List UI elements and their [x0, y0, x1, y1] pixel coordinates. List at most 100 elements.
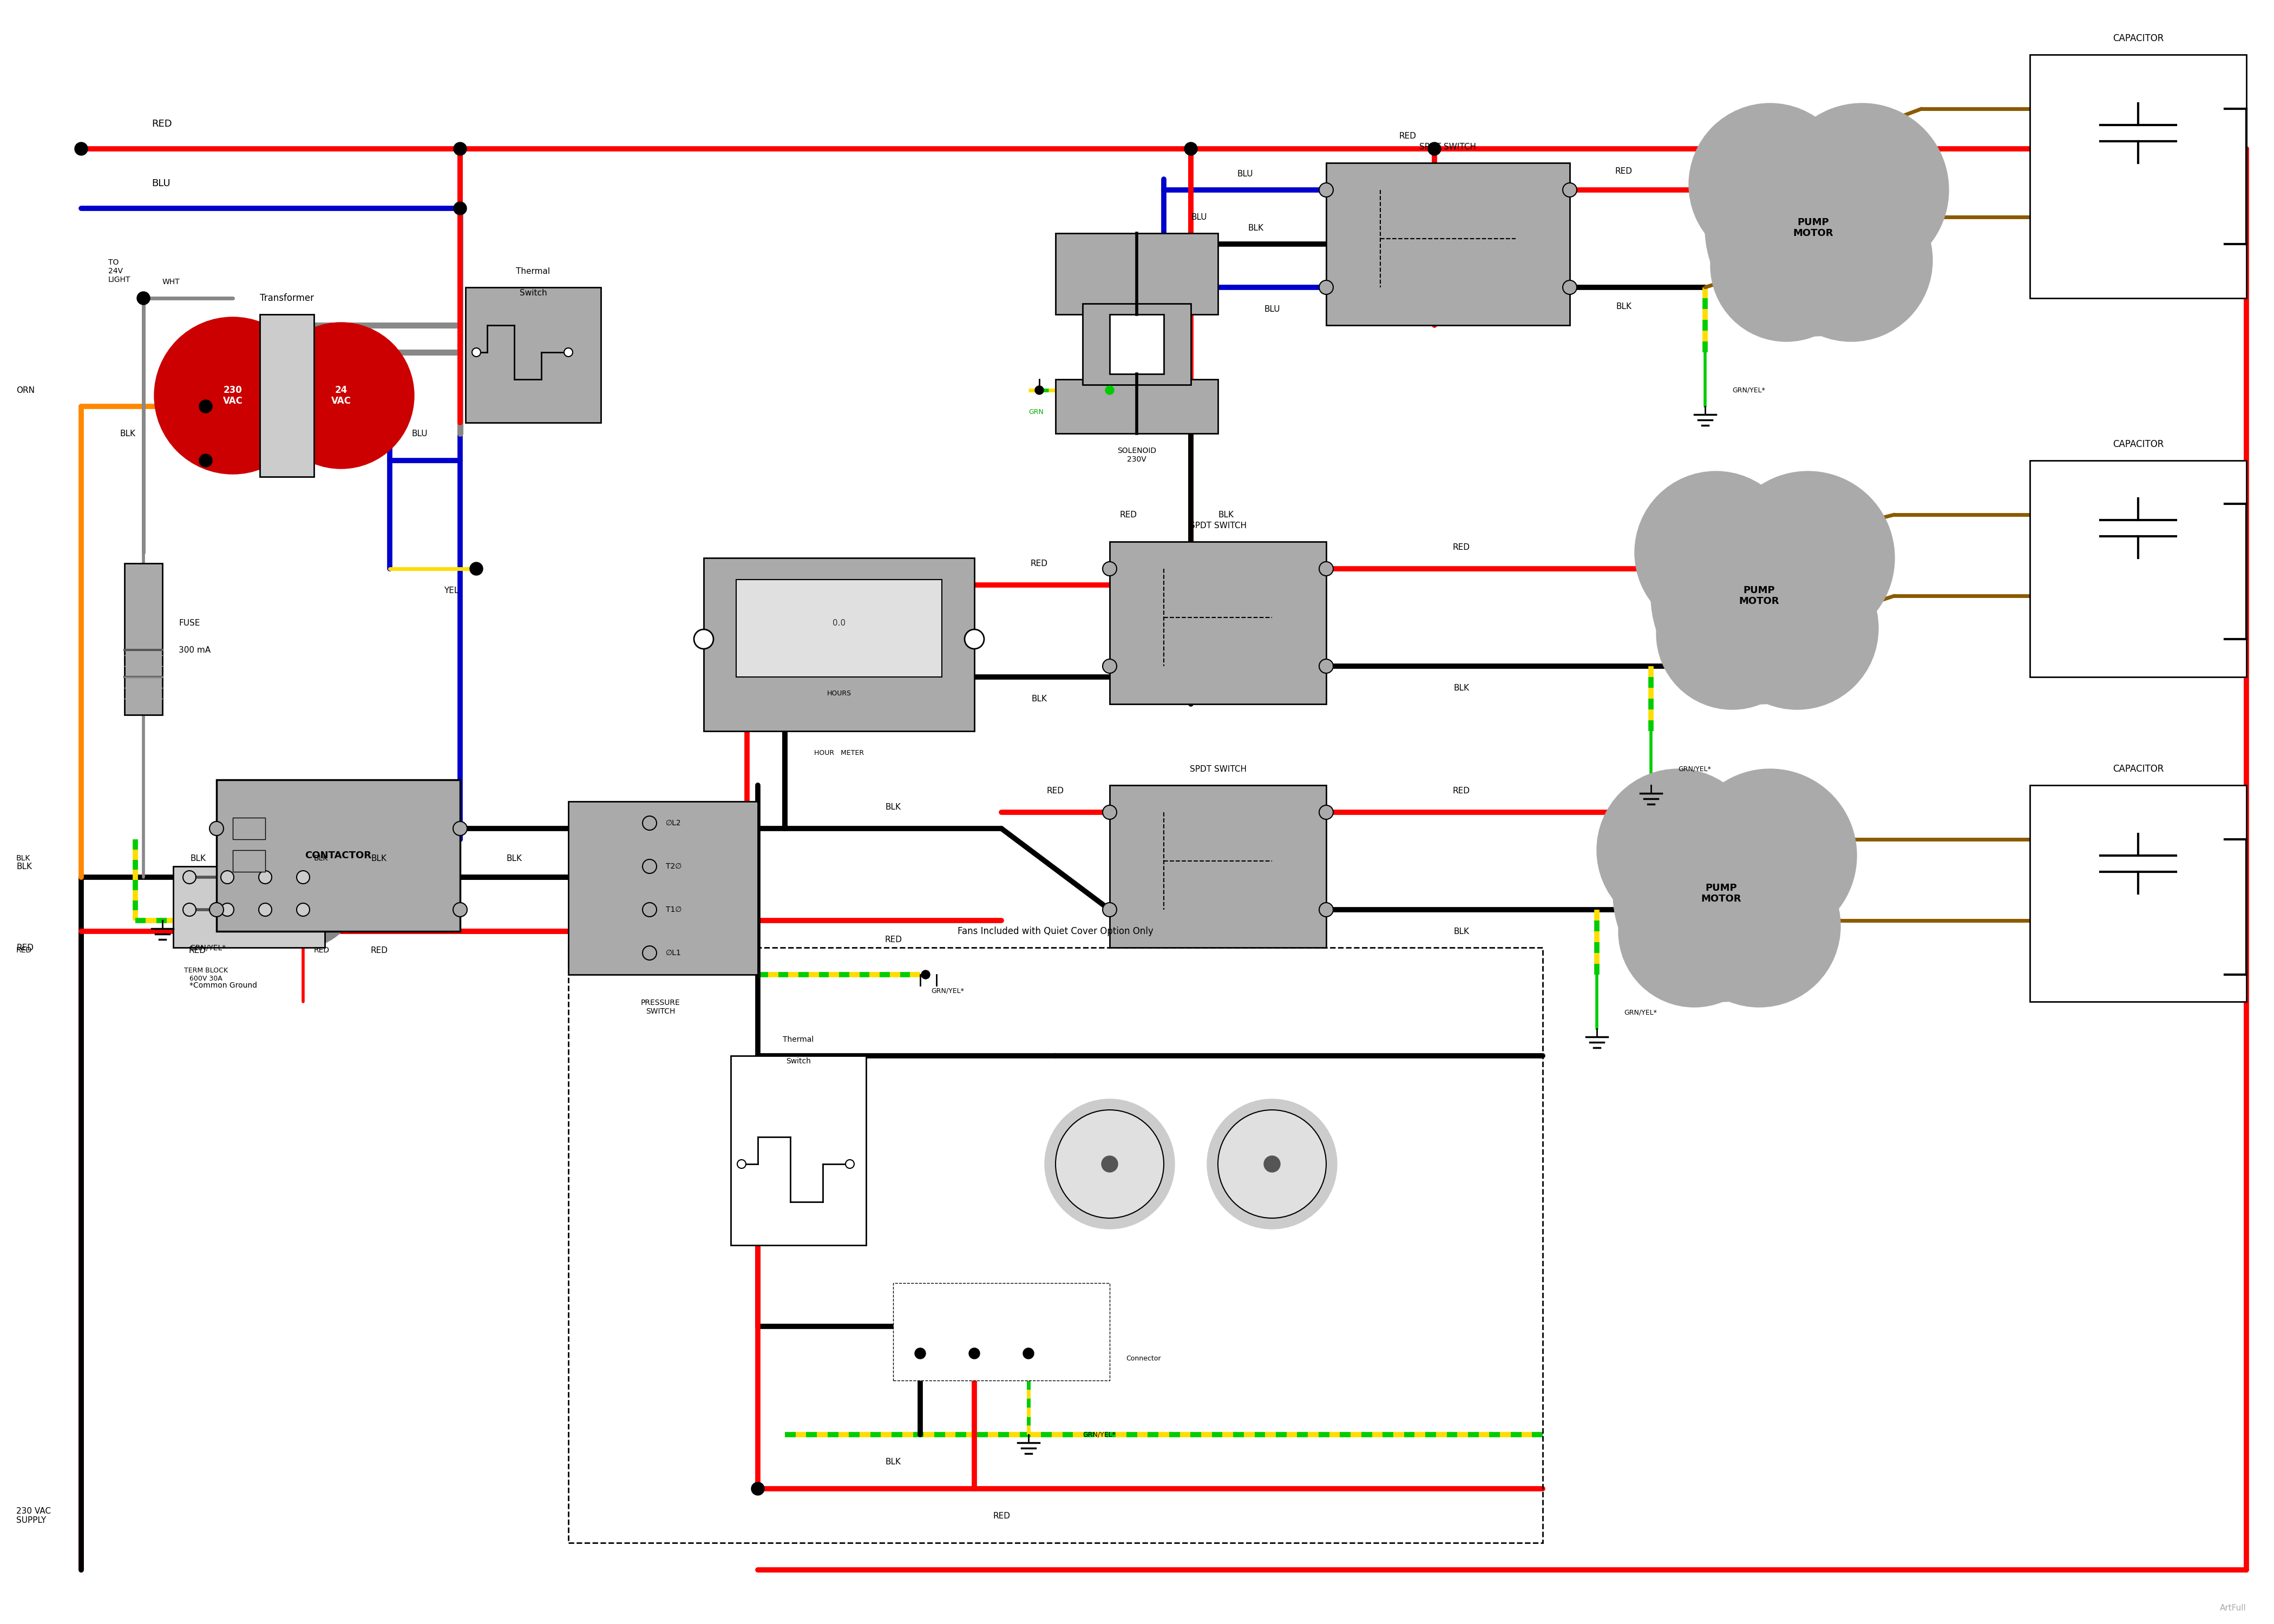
FancyBboxPatch shape — [2031, 55, 2247, 299]
FancyBboxPatch shape — [1055, 380, 1219, 434]
Text: TO
24V
LIGHT: TO 24V LIGHT — [109, 258, 130, 284]
FancyBboxPatch shape — [216, 780, 459, 931]
Circle shape — [1219, 1109, 1326, 1218]
Text: RED: RED — [1399, 132, 1417, 140]
Text: RED: RED — [16, 944, 34, 952]
Circle shape — [1319, 281, 1333, 294]
Text: BLU: BLU — [152, 179, 171, 188]
Circle shape — [921, 970, 930, 979]
Circle shape — [1103, 562, 1117, 577]
Text: BLK: BLK — [314, 854, 327, 862]
Text: FUSE: FUSE — [180, 619, 200, 627]
Circle shape — [1055, 1109, 1164, 1218]
Text: Thermal: Thermal — [516, 266, 550, 274]
Circle shape — [221, 903, 234, 916]
Circle shape — [248, 840, 357, 947]
Circle shape — [453, 201, 466, 214]
Circle shape — [259, 870, 271, 883]
Text: RED: RED — [314, 947, 330, 953]
Text: BLK: BLK — [507, 854, 523, 862]
Text: RED: RED — [1030, 559, 1048, 567]
Circle shape — [1612, 786, 1831, 1002]
FancyBboxPatch shape — [703, 559, 973, 731]
Circle shape — [1103, 903, 1117, 916]
Text: TERM BLOCK
600V 30A: TERM BLOCK 600V 30A — [184, 966, 227, 983]
Circle shape — [1683, 770, 1856, 942]
Circle shape — [1105, 387, 1114, 395]
Text: BLK: BLK — [885, 802, 901, 810]
Text: RED: RED — [1119, 510, 1137, 518]
Text: BLK: BLK — [885, 1458, 901, 1466]
Circle shape — [200, 400, 211, 412]
Circle shape — [1103, 659, 1117, 674]
Circle shape — [155, 317, 312, 474]
Circle shape — [1619, 856, 1769, 1007]
Text: 0.0: 0.0 — [832, 619, 846, 627]
Text: Thermal: Thermal — [782, 1036, 814, 1043]
Circle shape — [453, 903, 466, 916]
Text: Connector: Connector — [1126, 1356, 1160, 1363]
Text: GRN/YEL*: GRN/YEL* — [1624, 1009, 1658, 1017]
Text: BLK: BLK — [16, 854, 30, 862]
FancyBboxPatch shape — [1110, 315, 1164, 374]
Circle shape — [1651, 487, 1867, 705]
Circle shape — [564, 348, 573, 357]
Text: RED: RED — [994, 1512, 1010, 1520]
Text: Switch: Switch — [787, 1057, 812, 1065]
Text: PUMP
MOTOR: PUMP MOTOR — [1794, 218, 1833, 239]
Text: BLK: BLK — [1453, 684, 1469, 692]
Circle shape — [1044, 1099, 1176, 1229]
Circle shape — [644, 903, 657, 916]
Text: BLU: BLU — [1192, 213, 1207, 221]
Text: GRN: GRN — [1028, 408, 1044, 416]
Circle shape — [1207, 1099, 1337, 1229]
Circle shape — [1319, 806, 1333, 818]
Text: SPDT SWITCH: SPDT SWITCH — [1419, 143, 1476, 151]
Circle shape — [1690, 104, 1851, 266]
Text: BLK: BLK — [1453, 927, 1469, 935]
FancyBboxPatch shape — [730, 1056, 866, 1246]
Text: BLK: BLK — [1617, 302, 1633, 310]
Text: PUMP
MOTOR: PUMP MOTOR — [1701, 883, 1742, 905]
Circle shape — [644, 815, 657, 830]
Circle shape — [1319, 184, 1333, 197]
Text: CAPACITOR: CAPACITOR — [2113, 440, 2163, 450]
FancyBboxPatch shape — [125, 564, 161, 715]
Text: 300 mA: 300 mA — [180, 646, 211, 654]
Circle shape — [750, 1483, 764, 1496]
Circle shape — [209, 822, 223, 835]
Circle shape — [182, 903, 196, 916]
Text: T1∅: T1∅ — [666, 906, 682, 913]
Text: BLU: BLU — [1237, 169, 1253, 177]
Text: RED: RED — [16, 947, 32, 953]
Circle shape — [296, 870, 309, 883]
FancyBboxPatch shape — [232, 817, 266, 840]
Text: GRN/YEL*: GRN/YEL* — [1733, 387, 1765, 393]
Text: CAPACITOR: CAPACITOR — [2113, 765, 2163, 775]
Text: Transformer: Transformer — [259, 294, 314, 304]
Text: PUMP
MOTOR: PUMP MOTOR — [1740, 585, 1778, 606]
Circle shape — [694, 630, 714, 650]
Text: CAPACITOR: CAPACITOR — [2113, 34, 2163, 44]
Circle shape — [1717, 547, 1878, 710]
Text: PRESSURE
SWITCH: PRESSURE SWITCH — [641, 999, 680, 1015]
Text: RED: RED — [1615, 167, 1633, 175]
Circle shape — [1562, 184, 1576, 197]
Text: BLK: BLK — [16, 862, 32, 870]
Circle shape — [1101, 1156, 1119, 1173]
Text: Fans Included with Quiet Cover Option Only: Fans Included with Quiet Cover Option On… — [957, 926, 1153, 935]
Circle shape — [1319, 659, 1333, 674]
FancyBboxPatch shape — [466, 287, 600, 422]
FancyBboxPatch shape — [1082, 304, 1192, 385]
FancyBboxPatch shape — [1326, 162, 1569, 325]
Text: RED: RED — [1453, 786, 1471, 794]
Circle shape — [1562, 281, 1576, 294]
Circle shape — [1319, 562, 1333, 577]
Text: BLK: BLK — [1032, 695, 1046, 703]
Text: GRN/YEL*: GRN/YEL* — [189, 944, 225, 952]
Circle shape — [737, 1160, 746, 1168]
Circle shape — [182, 870, 196, 883]
Text: HOUR   METER: HOUR METER — [814, 749, 864, 757]
Text: BLU: BLU — [412, 429, 428, 437]
FancyBboxPatch shape — [737, 580, 941, 677]
